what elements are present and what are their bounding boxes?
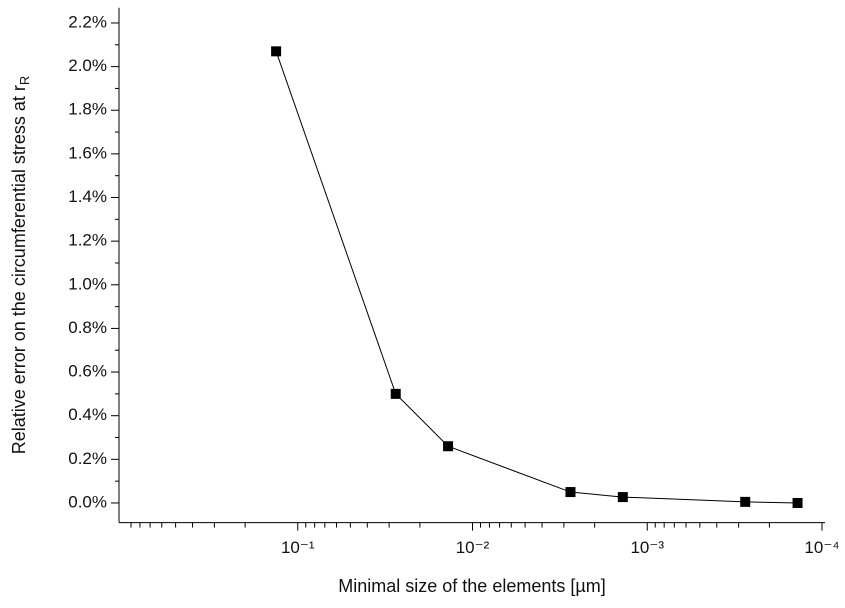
y-tick-label: 0.8%	[68, 318, 107, 337]
marker	[390, 388, 401, 399]
marker	[792, 497, 803, 508]
marker	[617, 492, 628, 503]
y-tick-label: 0.2%	[68, 449, 107, 468]
y-tick-label: 2.2%	[68, 12, 107, 31]
y-tick-label: 1.4%	[68, 187, 107, 206]
y-tick-label: 1.6%	[68, 143, 107, 162]
marker	[740, 496, 751, 507]
x-tick-label: 10⁻⁴	[804, 538, 839, 557]
y-tick-label: 1.0%	[68, 274, 107, 293]
y-tick-label: 0.6%	[68, 362, 107, 381]
x-tick-label: 10⁻²	[456, 538, 490, 557]
y-axis-title-sub: R	[17, 76, 32, 85]
y-tick-label: 2.0%	[68, 56, 107, 75]
y-axis-title-text: Relative error on the circumferential st…	[9, 85, 29, 454]
x-tick-label: 10⁻³	[630, 538, 664, 557]
x-axis-title: Minimal size of the elements [µm]	[338, 576, 605, 596]
series-line	[275, 51, 798, 504]
y-tick-label: 1.2%	[68, 231, 107, 250]
x-tick-label: 10⁻¹	[281, 538, 315, 557]
marker	[443, 441, 454, 452]
y-tick-label: 1.8%	[68, 100, 107, 119]
marker	[565, 487, 576, 498]
y-tick-label: 0.0%	[68, 492, 107, 511]
y-axis-title: Relative error on the circumferential st…	[9, 76, 33, 455]
marker	[271, 46, 282, 57]
y-tick-label: 0.4%	[68, 405, 107, 424]
